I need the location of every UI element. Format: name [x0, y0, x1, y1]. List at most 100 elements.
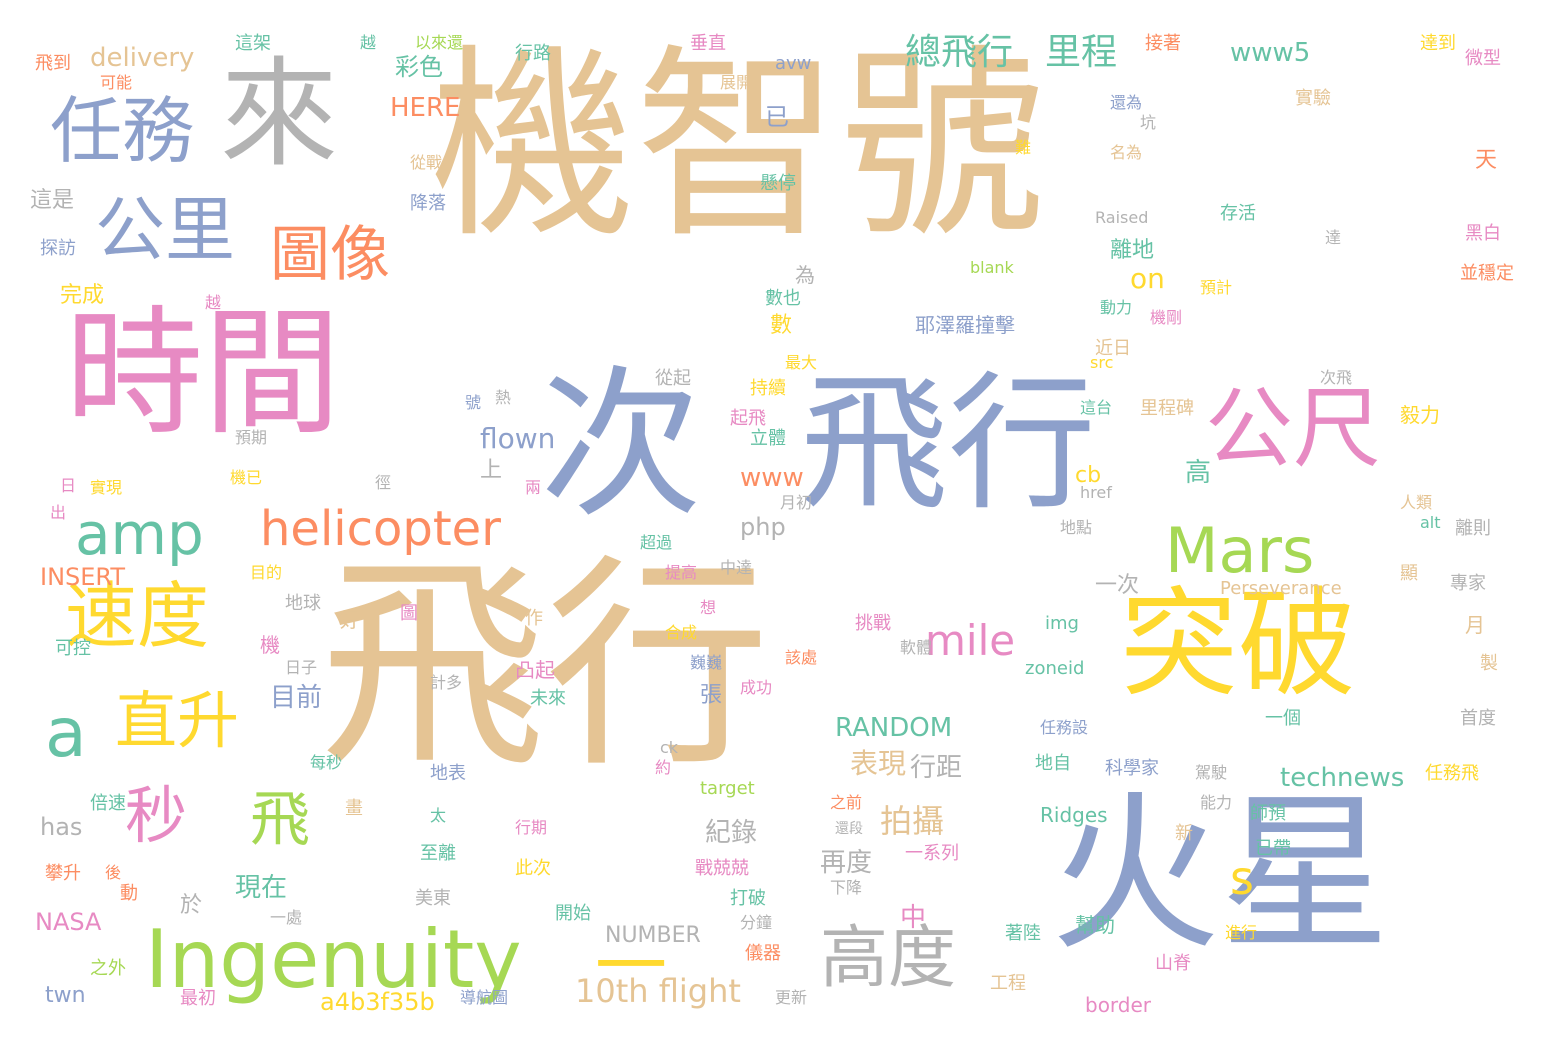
- cloud-word: 幫助: [1075, 913, 1115, 937]
- cloud-word: target: [700, 778, 755, 799]
- cloud-word: 想: [700, 598, 717, 617]
- cloud-word: 這架: [235, 33, 271, 54]
- cloud-word: 月: [1465, 613, 1485, 637]
- cloud-word: flown: [480, 422, 556, 455]
- cloud-word: 里程碑: [1140, 398, 1194, 419]
- cloud-word: 日: [60, 476, 77, 495]
- cloud-word: 接著: [1145, 33, 1181, 54]
- cloud-word: 該處: [785, 648, 818, 667]
- cloud-word: 高度: [820, 919, 957, 998]
- cloud-word: 里程: [1045, 32, 1118, 73]
- cloud-word: 降落: [410, 193, 446, 214]
- cloud-word: helicopter: [260, 501, 501, 557]
- cloud-word: 圖像: [270, 220, 390, 290]
- cloud-word: 數也: [765, 288, 801, 309]
- cloud-word: 實現: [90, 478, 123, 497]
- cloud-word: cb: [1075, 463, 1102, 488]
- cloud-word: 工程: [990, 973, 1026, 994]
- cloud-word: 機智號: [430, 28, 1045, 266]
- cloud-word: 難: [1015, 138, 1032, 157]
- cloud-word: 數: [770, 313, 793, 338]
- cloud-word: 離地: [1110, 238, 1155, 263]
- cloud-word: 起飛: [730, 408, 766, 429]
- cloud-word: 月初: [780, 493, 813, 512]
- cloud-word: 打破: [730, 888, 766, 909]
- cloud-word: 黑白: [1465, 223, 1501, 244]
- cloud-word: 更新: [775, 988, 808, 1007]
- cloud-word: zoneid: [1025, 658, 1085, 679]
- cloud-word: 紀錄: [705, 818, 758, 848]
- cloud-word: 次: [540, 352, 702, 540]
- cloud-word: 倍速: [90, 793, 126, 814]
- cloud-word: 行距: [910, 753, 963, 783]
- cloud-word: 畫: [345, 798, 363, 819]
- cloud-word: 從戰: [410, 153, 443, 172]
- cloud-word: on: [1130, 262, 1165, 295]
- cloud-word: 戰兢兢: [695, 858, 749, 879]
- cloud-word: 作: [525, 608, 543, 629]
- cloud-word: a: [45, 694, 87, 773]
- cloud-word: php: [740, 513, 786, 541]
- cloud-word: 著陸: [1005, 923, 1041, 944]
- cloud-word: 天: [1475, 148, 1498, 173]
- cloud-word: Mars: [1165, 514, 1315, 587]
- cloud-word: 一系列: [905, 843, 959, 864]
- cloud-word: 名為: [1110, 143, 1143, 162]
- cloud-word: NUMBER: [605, 923, 701, 948]
- cloud-word: 存活: [1220, 203, 1256, 224]
- cloud-word: 提高: [665, 563, 698, 582]
- cloud-word: 持續: [750, 378, 786, 399]
- cloud-word: HERE: [390, 93, 461, 123]
- cloud-word: 攀升: [45, 863, 81, 884]
- cloud-word: 探訪: [40, 238, 76, 259]
- cloud-word: 好: [340, 608, 360, 632]
- cloud-word: 一個: [1265, 708, 1301, 729]
- cloud-word: 導航圖: [460, 988, 509, 1007]
- cloud-word: 駕駛: [1195, 763, 1228, 782]
- cloud-word: 山脊: [1155, 953, 1191, 974]
- cloud-word: 時間: [65, 293, 342, 454]
- cloud-word: 可控: [55, 638, 91, 659]
- cloud-word: 完成: [60, 283, 105, 308]
- cloud-word: 實驗: [1295, 88, 1331, 109]
- cloud-word: 此次: [515, 858, 551, 879]
- cloud-word: 進行: [1225, 923, 1258, 942]
- cloud-word: 任務飛: [1425, 763, 1479, 784]
- cloud-word: 熱: [495, 388, 512, 407]
- cloud-word: 來: [220, 45, 339, 183]
- cloud-word: 行期: [515, 818, 548, 837]
- cloud-word: 速度: [65, 574, 210, 658]
- cloud-word: 已: [765, 103, 789, 131]
- cloud-word: blank: [970, 258, 1014, 277]
- cloud-word: 地點: [1060, 518, 1093, 537]
- cloud-word: 最大: [785, 353, 818, 372]
- cloud-word: 於: [180, 893, 203, 918]
- cloud-word: 太: [430, 806, 447, 825]
- cloud-word: www: [740, 463, 804, 493]
- cloud-word: NASA: [35, 908, 102, 936]
- cloud-word: 表現: [850, 747, 907, 780]
- cloud-word: RANDOM: [835, 713, 953, 743]
- cloud-word: 目前: [270, 683, 323, 713]
- cloud-word: 上: [480, 458, 503, 483]
- cloud-word: 坑: [1140, 113, 1157, 132]
- cloud-word: 再度: [820, 848, 873, 878]
- cloud-word: 之外: [90, 958, 126, 979]
- cloud-word: 公里: [95, 189, 235, 271]
- cloud-word: 儀器: [745, 943, 781, 964]
- cloud-word: delivery: [90, 43, 195, 73]
- cloud-word: 出: [50, 503, 67, 522]
- cloud-word: 地球: [285, 593, 321, 614]
- cloud-word: 號: [465, 393, 482, 412]
- cloud-word: 凸起: [515, 658, 555, 682]
- cloud-word: 達到: [1420, 33, 1456, 54]
- cloud-word: 目的: [250, 563, 283, 582]
- cloud-word: Perseverance: [1220, 578, 1342, 599]
- cloud-word: 合成: [665, 623, 698, 642]
- cloud-word: 首度: [1460, 708, 1496, 729]
- cloud-word: href: [1080, 483, 1112, 502]
- cloud-word: s: [1230, 851, 1254, 905]
- cloud-word: 日子: [285, 658, 318, 677]
- cloud-word: 從起: [655, 368, 691, 389]
- cloud-word: 飛: [250, 785, 310, 855]
